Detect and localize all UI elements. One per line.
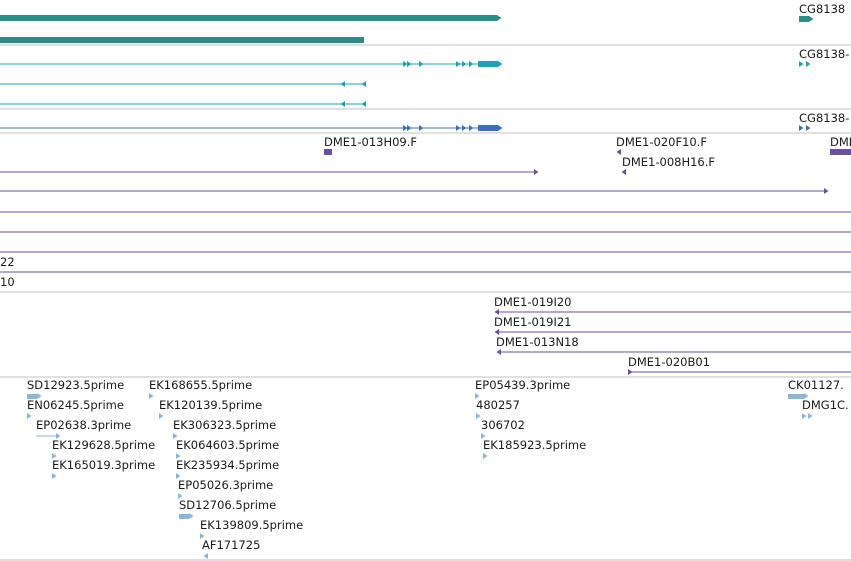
cds-segment[interactable] — [478, 125, 498, 131]
feature-label: EK139809.5prime — [200, 518, 303, 532]
cds-arrow — [806, 125, 811, 131]
feature-label: DME1-008H16.F — [622, 155, 715, 169]
feature-label: DME1-013H09.F — [324, 135, 417, 149]
cds-arrow — [403, 125, 408, 131]
est-arrow — [173, 433, 178, 439]
feature-label: EK120139.5prime — [159, 398, 262, 412]
exon-arrow — [799, 61, 804, 67]
strand-arrow — [56, 433, 61, 439]
cds-arrow — [456, 125, 461, 131]
cds-arrow — [419, 125, 424, 131]
cds-arrow — [799, 125, 804, 131]
bac-end-feature[interactable] — [324, 149, 332, 155]
strand-arrow — [189, 513, 194, 519]
strand-arrow — [498, 125, 503, 131]
est-arrow — [159, 413, 164, 419]
transcript-exon[interactable] — [478, 61, 498, 67]
est-arrow — [27, 413, 32, 419]
feature-label: EP02638.3prime — [36, 418, 131, 432]
feature-label: CG8138- — [799, 47, 849, 61]
feature-label: EK168655.5prime — [149, 378, 252, 392]
feature-label: 480257 — [476, 398, 520, 412]
feature-label: SD12923.5prime — [27, 378, 124, 392]
est-arrow — [149, 393, 154, 399]
est-arrow — [808, 413, 813, 419]
feature-label: 22 — [0, 255, 15, 269]
est-arrow — [476, 413, 481, 419]
feature-label: DMI — [830, 135, 851, 149]
gene-feature[interactable] — [799, 16, 809, 22]
feature-label: DME1-019I20 — [494, 295, 572, 309]
exon-arrow — [340, 101, 345, 107]
bac-end-arrow — [494, 309, 499, 315]
feature-label: DME1-020B01 — [628, 355, 710, 369]
exon-arrow — [361, 101, 366, 107]
feature-label: DMG1C. — [802, 398, 849, 412]
feature-label: EK306323.5prime — [173, 418, 276, 432]
feature-label: CK01127. — [788, 378, 844, 392]
feature-label: EK185923.5prime — [483, 438, 586, 452]
exon-arrow — [456, 61, 461, 67]
feature-label: CG8138 — [799, 2, 845, 16]
gene-feature[interactable] — [0, 37, 364, 43]
est-feature[interactable] — [788, 394, 804, 399]
est-feature[interactable] — [179, 514, 189, 519]
exon-arrow — [419, 61, 424, 67]
feature-label: EN06245.5prime — [27, 398, 124, 412]
bac-end-feature[interactable] — [830, 149, 851, 155]
est-arrow — [52, 453, 57, 459]
feature-label: EK165019.3prime — [52, 458, 155, 472]
bac-end-arrow — [534, 169, 539, 175]
exon-arrow — [361, 81, 366, 87]
est-feature[interactable] — [27, 394, 37, 399]
feature-label: DME1-020F10.F — [616, 135, 707, 149]
feature-label: EK235934.5prime — [176, 458, 279, 472]
feature-label: EK129628.5prime — [52, 438, 155, 452]
est-arrow — [52, 473, 57, 479]
feature-label: EP05026.3prime — [178, 478, 273, 492]
feature-label: 10 — [0, 275, 15, 289]
cds-arrow — [462, 125, 467, 131]
cds-arrow — [469, 125, 474, 131]
bac-end-arrow — [621, 169, 626, 175]
strand-arrow — [37, 393, 42, 399]
est-arrow — [475, 393, 480, 399]
strand-arrow — [804, 393, 809, 399]
bac-end-arrow — [628, 369, 633, 375]
est-arrow — [483, 453, 488, 459]
bac-end-arrow — [494, 329, 499, 335]
strand-arrow — [498, 61, 503, 67]
feature-label: SD12706.5prime — [179, 498, 276, 512]
feature-label: 306702 — [481, 418, 525, 432]
est-arrow — [176, 473, 181, 479]
exon-arrow — [469, 61, 474, 67]
exon-arrow — [403, 61, 408, 67]
strand-arrow — [497, 15, 502, 21]
exon-arrow — [806, 61, 811, 67]
feature-label: EK064603.5prime — [176, 438, 279, 452]
feature-label: DME1-019I21 — [494, 315, 572, 329]
est-arrow — [178, 493, 183, 499]
est-arrow — [802, 413, 807, 419]
feature-label: EP05439.3prime — [475, 378, 570, 392]
feature-label: CG8138- — [799, 111, 849, 125]
est-arrow — [176, 453, 181, 459]
bac-end-arrow — [496, 349, 501, 355]
gene-feature[interactable] — [0, 15, 497, 21]
est-arrow — [481, 433, 486, 439]
bac-end-arrow — [616, 149, 621, 155]
exon-arrow — [340, 81, 345, 87]
feature-label: AF171725 — [202, 538, 260, 552]
feature-label: DME1-013N18 — [496, 335, 579, 349]
est-arrow — [203, 553, 208, 559]
exon-arrow — [407, 61, 412, 67]
bac-end-arrow — [824, 188, 829, 194]
strand-arrow — [809, 16, 814, 22]
est-arrow — [200, 533, 205, 539]
exon-arrow — [462, 61, 467, 67]
cds-arrow — [407, 125, 412, 131]
